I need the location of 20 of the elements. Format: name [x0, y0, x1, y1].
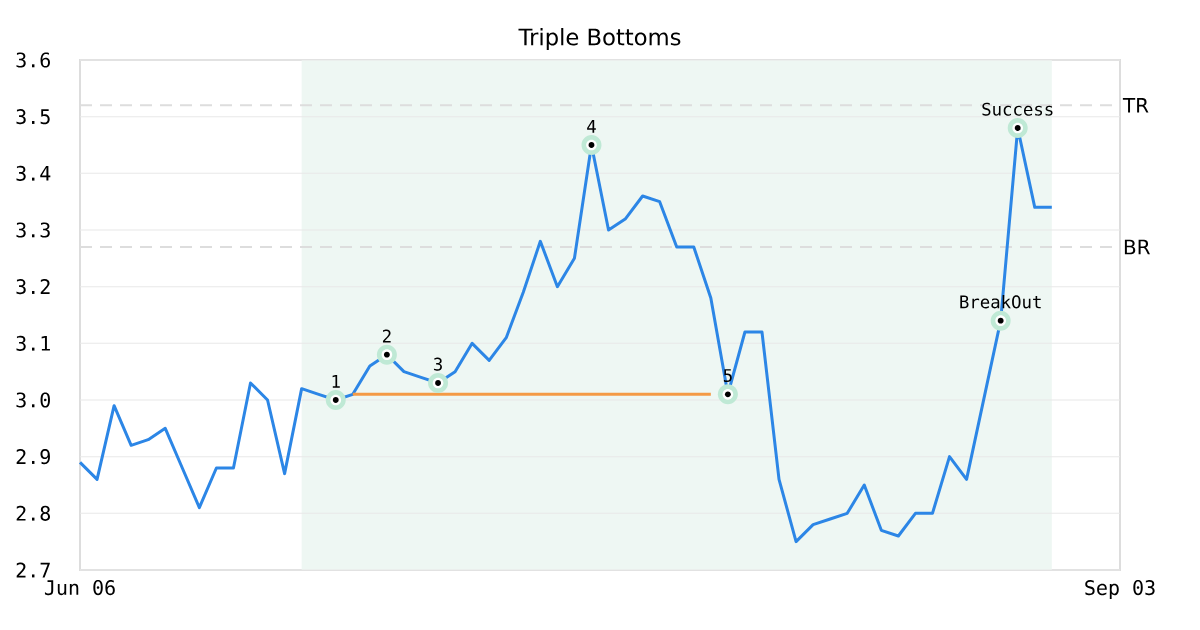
chart-title: Triple Bottoms — [518, 28, 681, 50]
y-tick-label: 3.4 — [16, 165, 51, 181]
annotation: 1 — [332, 375, 340, 388]
y-tick-label: 3.5 — [16, 109, 50, 125]
y-tick-label: 2.8 — [16, 505, 50, 521]
y-tick-label: 3.0 — [16, 392, 50, 408]
ref-line-label: TR — [1122, 98, 1149, 113]
y-tick-label: 3.6 — [16, 52, 50, 68]
ref-line-label: BR — [1124, 239, 1150, 255]
y-tick-label: 3.2 — [16, 279, 50, 295]
annotation: 3 — [433, 357, 442, 371]
annotation: Success — [982, 102, 1053, 116]
x-tick-label: Sep 03 — [1085, 580, 1155, 600]
annotation: 4 — [587, 120, 596, 133]
annotation: 2 — [382, 329, 391, 343]
y-tick-label: 2.9 — [16, 449, 50, 465]
y-tick-label: 3.1 — [16, 335, 50, 351]
y-tick-label: 2.7 — [16, 562, 50, 578]
y-tick-label: 3.3 — [16, 222, 50, 238]
x-tick-label: Jun 06 — [44, 580, 115, 596]
